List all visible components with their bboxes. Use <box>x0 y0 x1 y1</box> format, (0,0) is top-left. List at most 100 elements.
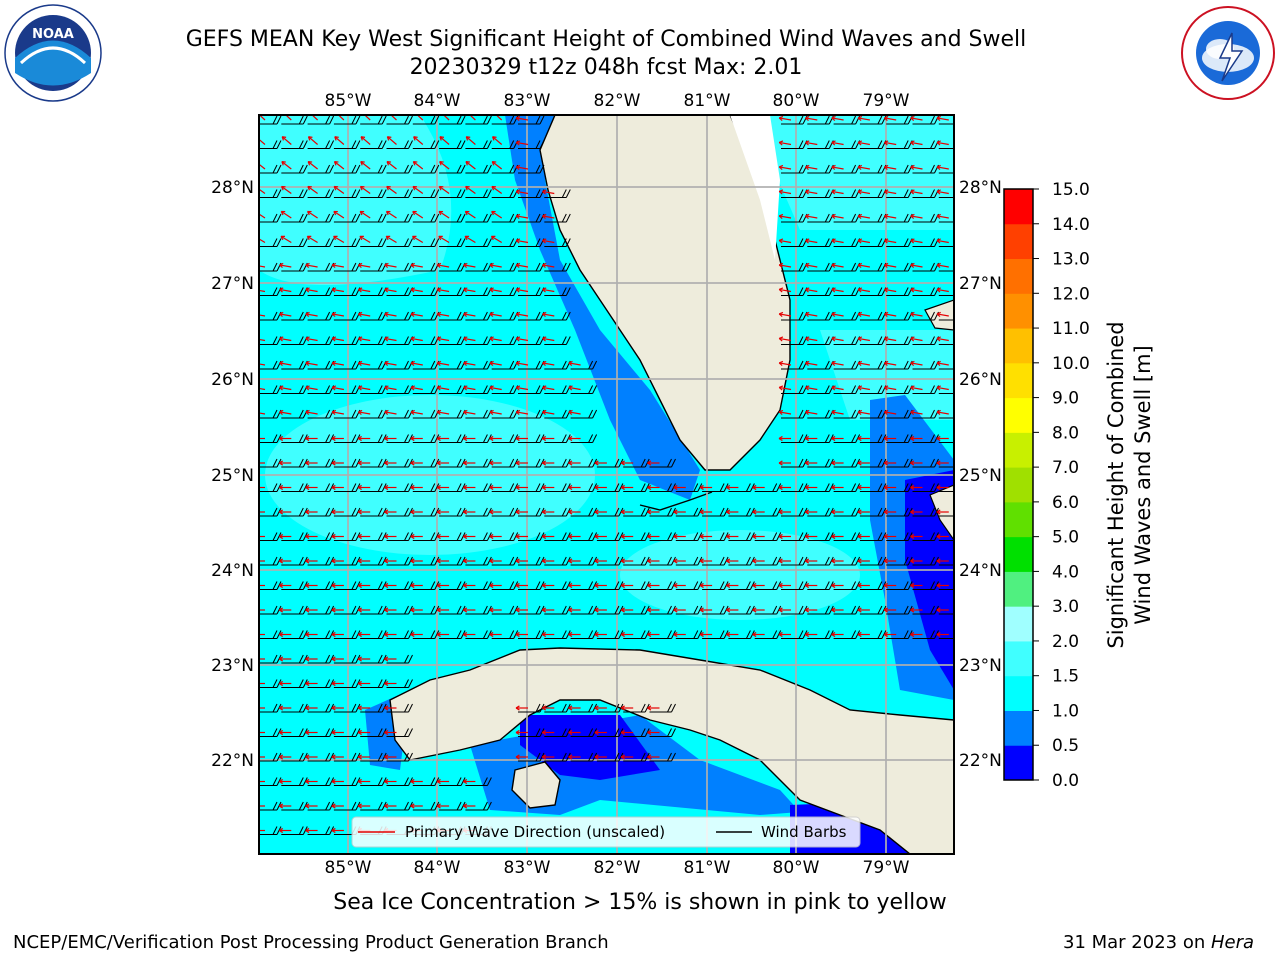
wave-direction-arrowhead <box>331 336 337 342</box>
wave-direction-arrow <box>542 239 555 244</box>
wave-direction-arrowhead <box>936 509 941 515</box>
wave-direction-arrowhead <box>568 705 573 711</box>
wind-barb <box>360 728 387 737</box>
wave-direction-arrowhead <box>305 336 310 342</box>
wave-direction-arrowhead <box>357 533 362 540</box>
wave-direction-arrowhead <box>278 656 284 662</box>
wave-direction-arrowhead <box>436 336 442 342</box>
wind-barb <box>386 703 413 713</box>
wind-barb <box>702 605 729 615</box>
colorbar-tick-label: 4.0 <box>1052 562 1079 582</box>
wind-barb <box>938 540 954 541</box>
wind-barb <box>781 556 808 566</box>
wind-barb <box>675 581 703 590</box>
wind-barb <box>439 434 466 443</box>
wind-barb <box>259 605 282 615</box>
wave-direction-arrowhead <box>331 262 337 268</box>
wave-direction-arrow <box>831 288 844 293</box>
wave-direction-arrow <box>331 264 345 268</box>
wind-barb <box>360 434 387 443</box>
colorbar-segment <box>1004 675 1033 711</box>
wave-direction-arrowhead <box>410 360 415 366</box>
wind-barb <box>754 483 782 492</box>
colorbar-segment <box>1004 501 1033 538</box>
wave-direction-arrow <box>437 337 450 342</box>
wave-direction-arrowhead <box>857 558 862 564</box>
wave-direction-arrowhead <box>752 558 757 564</box>
wave-direction-arrowhead <box>305 287 310 293</box>
wind-barb <box>754 581 782 590</box>
wave-direction-arrowhead <box>541 729 547 736</box>
wave-direction-arrow <box>568 411 581 415</box>
wave-direction-arrowhead <box>436 460 441 466</box>
wave-direction-arrow <box>910 386 923 391</box>
wind-barb <box>491 532 519 541</box>
wave-direction-arrowhead <box>489 360 494 366</box>
wave-direction-arrowhead <box>726 558 731 564</box>
wave-direction-arrowhead <box>804 509 810 515</box>
wind-barb <box>728 581 755 590</box>
wind-barb <box>333 581 361 590</box>
wind-barb <box>570 532 598 541</box>
wave-direction-arrow <box>910 362 923 366</box>
wind-barb <box>386 532 413 541</box>
wind-barb <box>386 140 413 149</box>
wave-direction-arrow <box>331 411 345 415</box>
wind-barb <box>281 777 308 786</box>
map-panel <box>253 114 955 855</box>
wave-direction-arrowhead <box>357 754 362 760</box>
wind-barb <box>675 483 703 492</box>
wave-direction-arrowhead <box>541 631 547 638</box>
wave-direction-arrow <box>384 313 397 317</box>
wave-direction-arrow <box>281 161 292 170</box>
wave-direction-arrowhead <box>936 262 941 268</box>
wave-direction-arrow <box>936 117 949 121</box>
wave-direction-arrowhead <box>542 238 547 244</box>
wave-direction-arrowhead <box>673 533 678 540</box>
wave-direction-arrowhead <box>805 311 810 317</box>
wave-direction-arrowhead <box>910 360 915 366</box>
wave-direction-arrow <box>358 362 371 366</box>
wind-barb <box>465 458 492 468</box>
wind-barb <box>623 728 650 737</box>
wind-barb <box>281 630 308 639</box>
wave-direction-arrowhead <box>278 631 284 638</box>
wind-barb <box>807 556 834 566</box>
wind-barb <box>281 238 308 247</box>
colorbar-label: Significant Height of Combined <box>1104 321 1128 648</box>
wind-barb <box>360 164 387 174</box>
wave-direction-arrowhead <box>857 484 862 491</box>
wave-direction-arrowhead <box>253 436 256 440</box>
wind-barb <box>649 752 676 762</box>
wave-direction-arrowhead <box>279 385 284 391</box>
wave-direction-arrow <box>491 186 503 194</box>
wave-direction-arrowhead <box>357 435 362 442</box>
wind-barb <box>360 556 387 566</box>
wind-barb <box>307 189 335 198</box>
wave-direction-arrowhead <box>857 607 862 613</box>
wind-barb <box>570 556 598 566</box>
wave-direction-arrowhead <box>490 235 496 241</box>
wave-direction-arrowhead <box>936 115 941 121</box>
wind-barb <box>912 581 939 590</box>
wind-barb <box>623 532 650 541</box>
lon-tick-label-top: 84°W <box>414 91 461 111</box>
wind-barb <box>281 826 308 835</box>
wave-direction-arrow <box>386 136 397 145</box>
wave-direction-arrowhead <box>620 460 625 466</box>
wind-barb <box>412 458 440 468</box>
wave-direction-arrowhead <box>279 311 284 317</box>
wind-barb <box>281 507 308 517</box>
wave-direction-arrowhead <box>411 235 417 241</box>
wind-barb <box>412 581 440 590</box>
wind-barb <box>281 581 308 590</box>
wave-direction-arrowhead <box>384 729 389 736</box>
wind-barb <box>307 434 335 443</box>
wind-barb <box>807 434 834 443</box>
wave-direction-arrow <box>779 215 792 219</box>
wave-direction-arrowhead <box>253 361 257 365</box>
wave-direction-arrowhead <box>910 311 915 317</box>
wave-direction-arrowhead <box>542 311 547 317</box>
wind-barb <box>807 605 834 615</box>
lat-tick-label-left: 28°N <box>211 178 254 198</box>
